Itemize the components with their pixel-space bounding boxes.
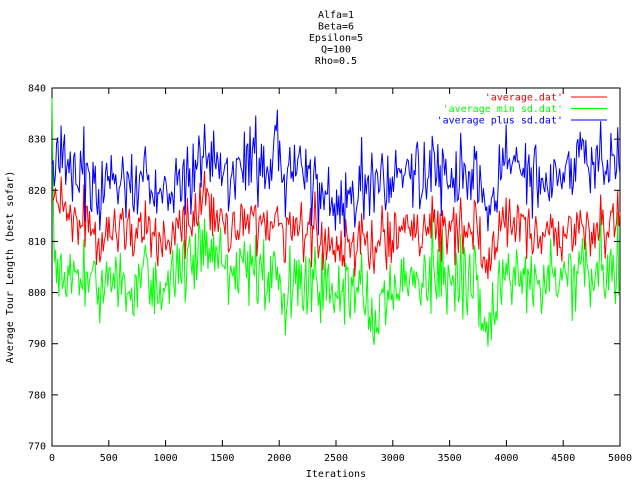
x-tick-label: 3000 <box>381 453 405 464</box>
legend: 'average.dat''average min sd.dat''averag… <box>437 93 607 127</box>
title-line-0: Alfa=1 <box>318 10 354 21</box>
title-line-1: Beta=6 <box>318 22 354 33</box>
x-tick-label: 4500 <box>551 453 575 464</box>
x-axis-label: Iterations <box>306 469 366 480</box>
y-tick-label: 810 <box>28 237 46 248</box>
x-tick-label: 3500 <box>438 453 462 464</box>
legend-label-0: 'average.dat' <box>485 93 563 104</box>
legend-label-2: 'average plus sd.dat' <box>437 116 563 127</box>
y-tick-label: 830 <box>28 135 46 146</box>
y-tick-label: 820 <box>28 186 46 197</box>
title-line-4: Rho=0.5 <box>315 56 357 67</box>
y-tick-label: 800 <box>28 288 46 299</box>
x-tick-label: 1500 <box>210 453 234 464</box>
series-line-1 <box>51 98 621 347</box>
legend-label-1: 'average min sd.dat' <box>443 104 563 115</box>
x-tick-label: 500 <box>100 453 118 464</box>
y-axis-label: Average Tour Length (best sofar) <box>5 171 16 364</box>
y-tick-label: 840 <box>28 84 46 95</box>
x-axis-ticks: 0 500 1000 1500 2000 2500 3000 3500 4000 4500 5000 <box>49 88 632 464</box>
series-line-2 <box>51 109 621 237</box>
series-lines <box>51 98 621 347</box>
y-tick-label: 780 <box>28 390 46 401</box>
y-tick-label: 790 <box>28 339 46 350</box>
y-axis-ticks: 770 780 790 800 810 820 830 840 <box>28 84 620 453</box>
title-line-2: Epsilon=5 <box>309 33 363 44</box>
y-tick-label: 770 <box>28 442 46 453</box>
series-line-0 <box>51 170 621 280</box>
x-tick-label: 2000 <box>267 453 291 464</box>
x-tick-label: 2500 <box>324 453 348 464</box>
title-line-3: Q=100 <box>321 45 351 56</box>
x-tick-label: 1000 <box>154 453 178 464</box>
x-tick-label: 0 <box>49 453 55 464</box>
x-tick-label: 4000 <box>494 453 518 464</box>
x-tick-label: 5000 <box>608 453 632 464</box>
